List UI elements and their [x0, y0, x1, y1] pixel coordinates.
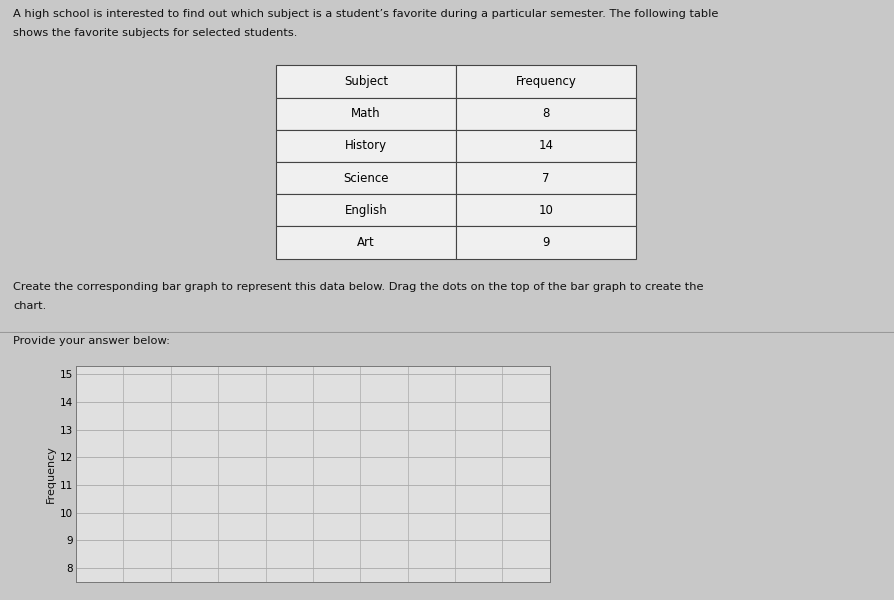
- Y-axis label: Frequency: Frequency: [46, 445, 55, 503]
- Text: Provide your answer below:: Provide your answer below:: [13, 336, 171, 346]
- Text: chart.: chart.: [13, 301, 46, 311]
- Text: A high school is interested to find out which subject is a student’s favorite du: A high school is interested to find out …: [13, 9, 719, 19]
- Text: Create the corresponding bar graph to represent this data below. Drag the dots o: Create the corresponding bar graph to re…: [13, 282, 704, 292]
- Text: shows the favorite subjects for selected students.: shows the favorite subjects for selected…: [13, 28, 298, 38]
